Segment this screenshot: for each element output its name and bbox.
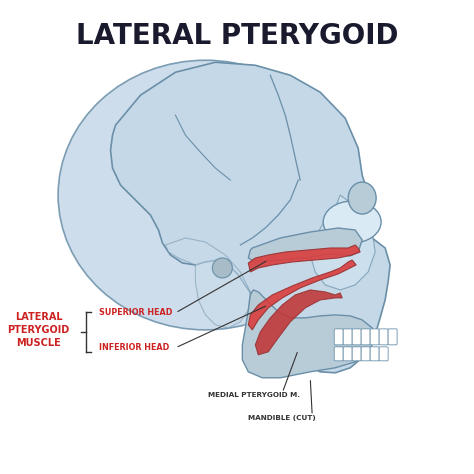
Ellipse shape [58, 60, 353, 330]
Polygon shape [248, 260, 356, 330]
Polygon shape [165, 238, 250, 328]
Text: MEDIAL PTERYGOID M.: MEDIAL PTERYGOID M. [209, 392, 301, 398]
FancyBboxPatch shape [388, 329, 397, 345]
Text: LATERAL PTERYGOID: LATERAL PTERYGOID [76, 22, 399, 50]
FancyBboxPatch shape [343, 347, 352, 361]
FancyBboxPatch shape [370, 329, 379, 345]
Circle shape [212, 258, 232, 278]
Polygon shape [242, 290, 375, 378]
Text: SUPERIOR HEAD: SUPERIOR HEAD [99, 309, 172, 318]
FancyBboxPatch shape [361, 329, 370, 345]
FancyBboxPatch shape [379, 347, 388, 361]
Polygon shape [310, 195, 375, 290]
Polygon shape [110, 62, 390, 373]
FancyBboxPatch shape [361, 347, 370, 361]
FancyBboxPatch shape [370, 347, 379, 361]
FancyBboxPatch shape [352, 329, 361, 345]
FancyBboxPatch shape [343, 329, 352, 345]
Text: LATERAL
PTERYGOID
MUSCLE: LATERAL PTERYGOID MUSCLE [8, 312, 70, 348]
Polygon shape [248, 228, 362, 262]
FancyBboxPatch shape [334, 329, 343, 345]
Text: INFERIOR HEAD: INFERIOR HEAD [99, 343, 169, 352]
Ellipse shape [348, 182, 376, 214]
FancyBboxPatch shape [379, 329, 388, 345]
FancyBboxPatch shape [352, 347, 361, 361]
Text: MANDIBLE (CUT): MANDIBLE (CUT) [248, 415, 316, 421]
Polygon shape [255, 290, 342, 355]
Ellipse shape [323, 201, 381, 243]
FancyBboxPatch shape [334, 347, 343, 361]
Polygon shape [248, 245, 360, 272]
